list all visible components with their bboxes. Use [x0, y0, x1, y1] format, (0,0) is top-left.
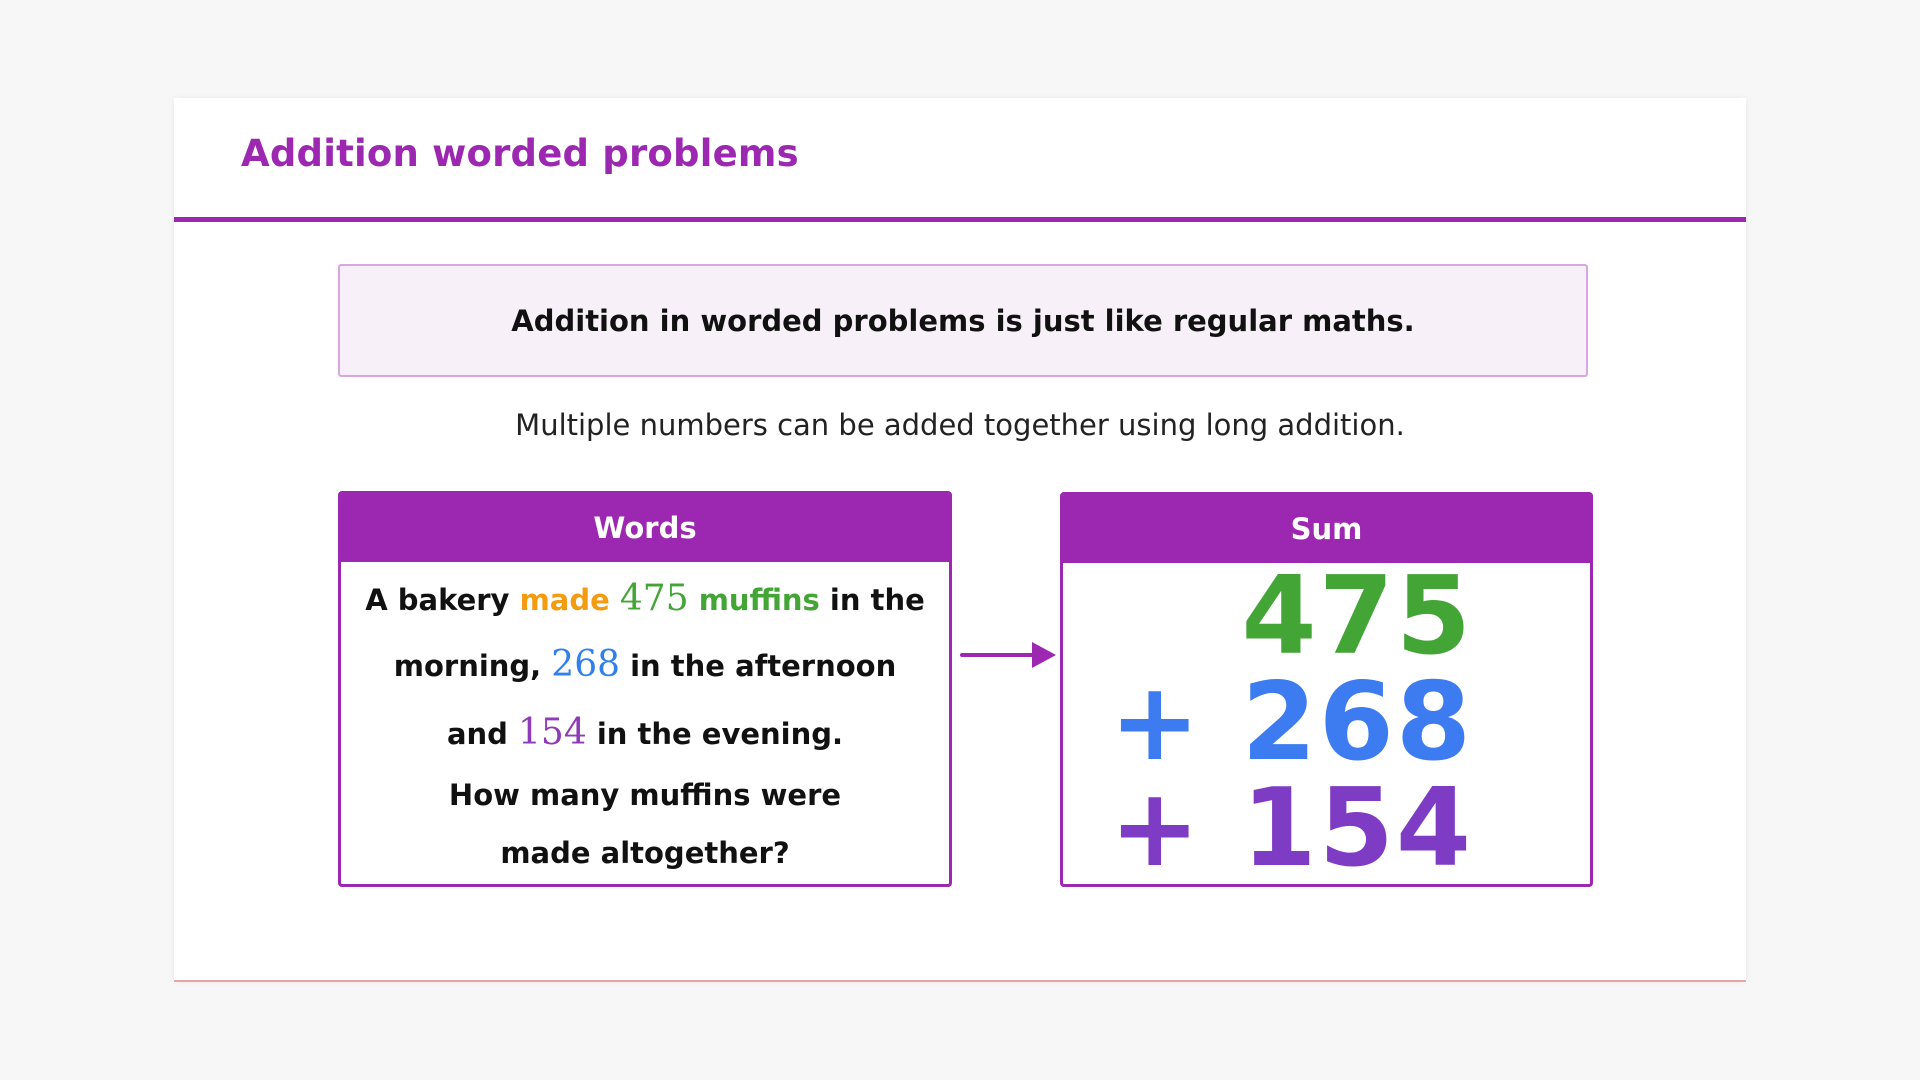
page-title: Addition worded problems: [241, 132, 799, 175]
problem-text: morning,: [393, 649, 552, 683]
problem-line-5: made altogether?: [500, 836, 790, 870]
problem-line-3: and 154 in the evening.: [341, 700, 949, 767]
sum-panel: Sum 475 + 268 + 154: [1060, 492, 1593, 887]
problem-text: and: [446, 717, 519, 751]
arrow-right-icon: [960, 642, 1056, 668]
problem-space: [610, 583, 620, 617]
problem-line-1: A bakery made 475 muffins in the: [341, 568, 949, 631]
sum-row-268: + 268: [1109, 660, 1473, 785]
words-panel-body: A bakery made 475 muffins in the morning…: [341, 562, 949, 883]
problem-line-2: morning, 268 in the afternoon: [341, 631, 949, 700]
problem-text: in the evening.: [586, 717, 844, 751]
words-panel-header: Words: [341, 494, 949, 562]
sum-row-475: 475: [1241, 554, 1473, 679]
highlight-muffins: muffins: [688, 583, 820, 617]
sum-row-154: + 154: [1109, 766, 1473, 887]
subtitle-text: Multiple numbers can be added together u…: [515, 408, 1405, 442]
number-475: 475: [619, 578, 689, 619]
words-panel: Words A bakery made 475 muffins in the m…: [338, 491, 952, 887]
key-point-box: Addition in worded problems is just like…: [338, 264, 1588, 377]
sum-panel-header: Sum: [1063, 495, 1590, 563]
number-268: 268: [551, 644, 621, 685]
highlight-made: made: [519, 583, 610, 617]
sum-panel-body: 475 + 268 + 154: [1063, 554, 1590, 887]
title-divider: [174, 217, 1746, 222]
sum-panel-title: Sum: [1290, 512, 1363, 546]
key-point-text: Addition in worded problems is just like…: [511, 303, 1415, 338]
problem-text: A bakery: [365, 583, 520, 617]
problem-text: in the: [819, 583, 925, 617]
number-154: 154: [518, 712, 587, 753]
slide: Addition worded problems Addition in wor…: [174, 98, 1746, 982]
problem-text: in the afternoon: [620, 649, 897, 683]
problem-line-4: How many muffins were: [448, 778, 842, 812]
words-panel-title: Words: [593, 511, 697, 545]
